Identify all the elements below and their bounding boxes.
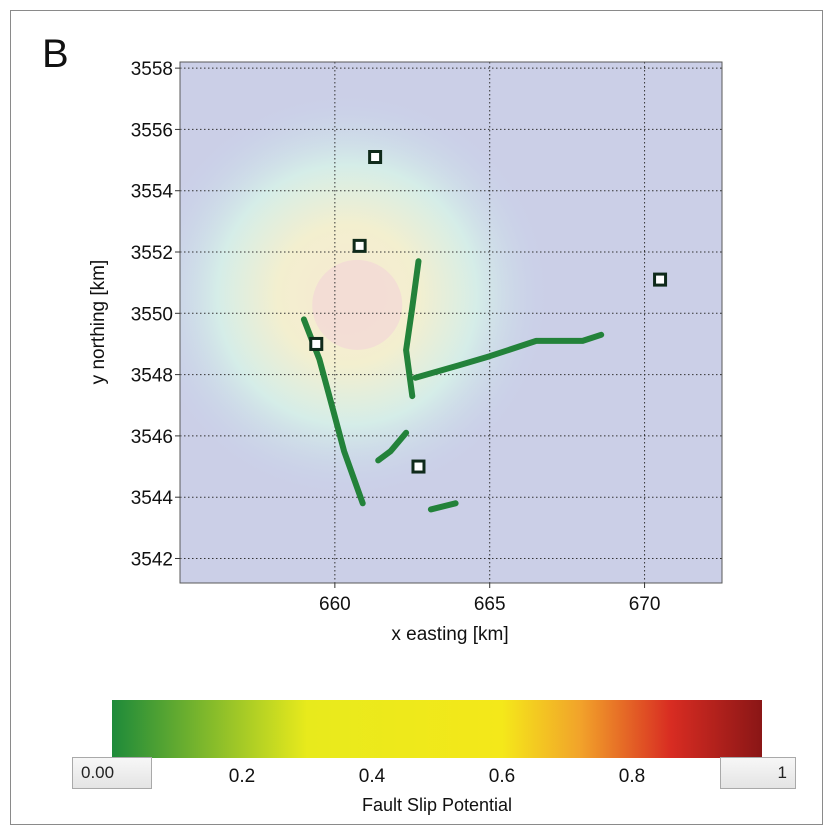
y-tick-label: 3542: [131, 549, 173, 570]
panel-label: B: [42, 32, 69, 76]
y-tick-label: 3552: [131, 243, 173, 264]
y-tick-label: 3554: [131, 182, 174, 203]
grid-lines: [180, 62, 722, 583]
y-tick-label: 3544: [131, 488, 174, 509]
colorbar-ticks: 0.2 0.4 0.6 0.8: [229, 766, 645, 787]
colorbar-max-field[interactable]: 1: [720, 757, 796, 789]
colorbar-tick-label: 0.4: [359, 766, 386, 787]
colorbar-tick-label: 0.2: [229, 766, 255, 787]
y-axis-ticks: 3542 3544 3546 3548 3550 3552 3554 3556 3558: [131, 59, 180, 570]
y-tick-label: 3546: [131, 427, 173, 448]
x-axis-ticks: 660 665 670: [319, 583, 660, 615]
well-marker: [411, 459, 426, 474]
well-marker: [653, 272, 668, 287]
fault-line: [412, 331, 605, 381]
colorbar-min-field[interactable]: 0.00: [72, 757, 152, 789]
colorbar: [112, 700, 762, 758]
y-tick-label: 3558: [131, 59, 173, 80]
colorbar-tick-label: 0.6: [489, 766, 515, 787]
y-tick-label: 3550: [131, 304, 173, 325]
well-marker: [352, 238, 367, 253]
fault-line: [427, 500, 459, 513]
fault-line: [375, 429, 410, 464]
y-tick-label: 3548: [131, 366, 173, 387]
y-axis-label: y northing [km]: [88, 260, 109, 385]
colorbar-tick-label: 0.8: [619, 766, 645, 787]
x-tick-label: 660: [319, 594, 351, 615]
fault-line: [403, 258, 422, 400]
well-layer: [309, 150, 668, 474]
slip-hotspot-core: [312, 259, 403, 350]
x-tick-label: 665: [474, 594, 506, 615]
x-tick-label: 670: [629, 594, 661, 615]
colorbar-label: Fault Slip Potential: [362, 795, 512, 815]
well-marker: [368, 150, 383, 165]
well-marker: [309, 336, 324, 351]
plot-border: [179, 61, 723, 584]
y-tick-label: 3556: [131, 120, 173, 141]
x-axis-label: x easting [km]: [391, 624, 508, 645]
plot-field: [180, 62, 722, 583]
